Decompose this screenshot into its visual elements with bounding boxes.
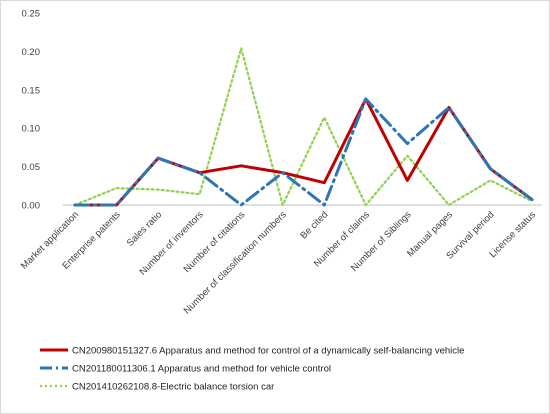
y-tick-label: 0.25 — [22, 9, 41, 20]
y-tick-label: 0.15 — [22, 85, 41, 96]
y-tick-label: 0.05 — [22, 162, 41, 173]
y-tick-label: 0.20 — [22, 47, 41, 58]
y-tick-label: 0.10 — [22, 124, 41, 135]
x-tick-label: Be cited — [298, 209, 330, 241]
legend-label-1: CN200980151327.6 Apparatus and method fo… — [72, 346, 464, 357]
series-line-2 — [73, 97, 534, 207]
legend: CN200980151327.6 Apparatus and method fo… — [40, 346, 464, 393]
legend-label-2: CN201180011306.1 Apparatus and method fo… — [72, 364, 331, 375]
y-axis-ticks: 0.00 0.05 0.10 0.15 0.20 0.25 — [22, 9, 41, 212]
series-lines — [73, 47, 534, 207]
legend-label-3: CN201410262108.8-Electric balance torsio… — [72, 382, 274, 393]
x-tick-label: Sales ratio — [125, 209, 165, 249]
y-tick-label: 0.00 — [22, 201, 41, 212]
series-line-3 — [73, 47, 534, 207]
